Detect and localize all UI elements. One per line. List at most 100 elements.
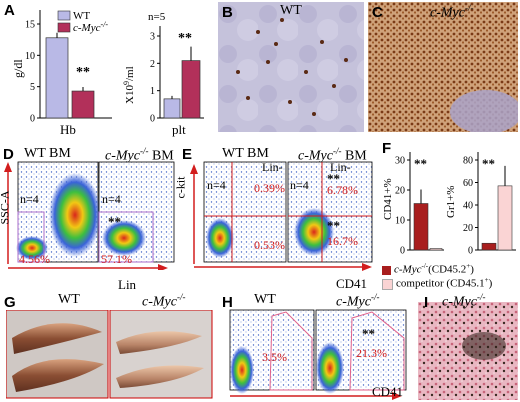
panel-label-a: A	[4, 2, 15, 19]
panel-i-title: c-Myc-/-	[442, 292, 486, 310]
e-n-right: n=4	[290, 178, 309, 192]
g-ko-spleen-1	[116, 331, 202, 354]
e-y-arrowhead	[190, 164, 198, 174]
panel-h-title-left: WT	[254, 292, 276, 307]
panel-i-histology	[418, 302, 518, 400]
e-plot-right-density	[294, 208, 334, 256]
stained-cell	[332, 84, 336, 88]
panel-label-c: C	[372, 4, 383, 21]
y-tick-label: 0	[30, 114, 35, 125]
panel-a-charts: 0 5 10 15 ** Hb g/dl WT c-Myc-/- n=5 0 1 2 3 *…	[11, 10, 204, 137]
panel-label-d: D	[3, 146, 14, 163]
plt-bar-ko	[181, 60, 201, 119]
y-tick-label: 3	[150, 32, 155, 43]
panel-label-b: B	[222, 4, 233, 21]
d-sig: **	[108, 214, 121, 229]
d-pct-right: 57.1%	[101, 252, 132, 266]
y-tick-label: 10	[395, 216, 405, 227]
y-tick-label: 0	[468, 246, 473, 257]
y-tick-label: 30	[395, 156, 405, 167]
y-tick-label: 10	[25, 51, 35, 62]
panel-label-g: G	[4, 294, 16, 311]
panel-label-e: E	[182, 146, 193, 163]
y-tick-label: 80	[463, 156, 473, 167]
h-plot-left-density	[230, 346, 254, 394]
d-n-right: n=4	[102, 192, 121, 206]
f-gr1-bar-ko	[481, 242, 497, 251]
f-legend-swatch-competitor	[382, 278, 393, 290]
panel-h-title-right: c-Myc-/-	[336, 292, 380, 310]
hb-bar-wt	[45, 37, 69, 119]
plt-sig-label: **	[178, 31, 192, 46]
y-tick-label: 20	[395, 186, 405, 197]
e-plot-left-density	[206, 218, 234, 258]
f-legend-swatch-ko	[382, 265, 391, 275]
y-tick-label: 40	[463, 201, 473, 212]
stained-cell	[256, 30, 260, 34]
y-tick-label: 60	[463, 178, 473, 189]
d-plot-left-density-main	[49, 173, 101, 257]
plt-x-label: plt	[172, 122, 186, 137]
g-ko-spleen-2	[116, 365, 204, 388]
h-sig: **	[362, 326, 375, 341]
d-x-arrowhead	[158, 264, 168, 270]
e-pct-left-top: 0.39%	[254, 181, 285, 195]
h-pct-left: 3.5%	[262, 350, 287, 364]
panel-c-histology	[368, 2, 518, 132]
f-legend-item-ko: c-Myc-/-(CD45.2+)	[382, 262, 474, 276]
legend-swatch-ko	[57, 22, 71, 33]
f-gr1-y-label: Gr1+%	[445, 186, 457, 218]
y-tick-label: 0	[400, 246, 405, 257]
hb-y-label: g/dl	[11, 59, 25, 78]
y-tick-label: 15	[25, 20, 35, 31]
e-pct-right-top: 6.78%	[327, 183, 358, 197]
h-left-gate	[269, 311, 313, 391]
e-x-axis-label: CD41	[336, 276, 368, 291]
e-sig-bottom: **	[327, 218, 340, 233]
stained-cell	[274, 42, 278, 46]
panel-d-title-right: c-Myc-/- BM	[105, 146, 174, 164]
e-pct-right-bottom: 16.7%	[327, 234, 358, 248]
legend-swatch-wt	[57, 10, 71, 21]
h-plot-right-density	[316, 342, 344, 394]
f-sig-left: **	[414, 156, 427, 171]
e-sig-top: **	[327, 171, 340, 186]
stained-cell	[236, 70, 240, 74]
panel-b-title: WT	[280, 3, 302, 18]
h-pct-right: 21.3%	[356, 346, 387, 360]
stained-cell	[246, 96, 250, 100]
d-n-left: n=4	[20, 192, 39, 206]
hb-x-label: Hb	[60, 122, 76, 137]
h-right-gate	[349, 311, 405, 391]
stained-cell	[344, 58, 348, 62]
e-y-axis-label: c-kit	[173, 176, 188, 199]
f-legend-item-competitor: competitor (CD45.1+)	[382, 276, 492, 290]
panel-e-title-left: WT BM	[222, 146, 269, 161]
e-n-left: n=4	[207, 178, 226, 192]
e-lin-right: Lin-	[330, 160, 351, 174]
e-lin-left: Lin-	[262, 160, 283, 174]
panel-g-title-right: c-Myc-/-	[142, 292, 186, 310]
panel-e-flow	[190, 161, 373, 271]
f-gr1-chart: 0 20 40 60 80 ** Gr1+%	[445, 152, 516, 257]
hb-chart: 0 5 10 15 ** Hb g/dl	[11, 10, 112, 137]
a-legend: WT c-Myc-/-	[57, 10, 108, 34]
stained-cell	[304, 70, 308, 74]
d-x-axis-label: Lin	[118, 277, 137, 292]
panel-label-i: I	[424, 294, 429, 311]
e-pct-left-bottom: 0.53%	[254, 238, 285, 252]
panel-b-histology	[218, 2, 364, 132]
stained-cell	[320, 40, 324, 44]
d-plot-right-density	[102, 220, 146, 256]
e-x-arrowhead	[362, 263, 372, 271]
panel-label-f: F	[382, 140, 392, 157]
panel-c-pale-region	[450, 90, 518, 132]
panel-i-dark-cluster	[462, 332, 506, 360]
y-tick-label: 2	[150, 59, 155, 70]
panel-b-image	[218, 2, 364, 132]
d-plot-left-density-gate	[16, 236, 48, 260]
d-y-arrowhead	[4, 162, 12, 172]
panel-g-spleens	[6, 310, 213, 399]
legend-label-ko: c-Myc-/-	[73, 20, 108, 34]
hb-bar-ko	[71, 90, 95, 119]
